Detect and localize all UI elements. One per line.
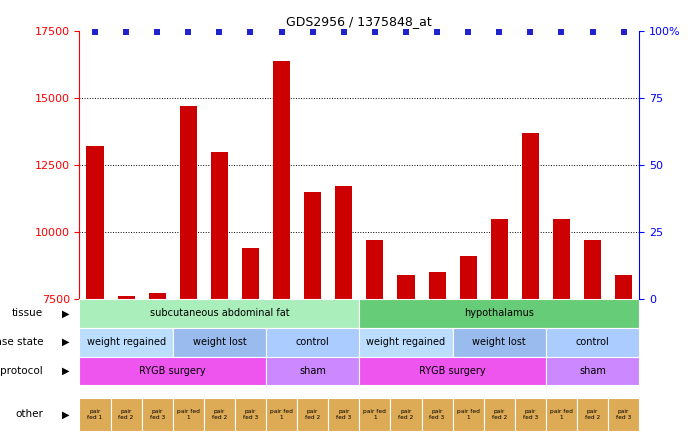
Bar [235, 398, 266, 431]
Text: hypothalamus: hypothalamus [464, 308, 534, 318]
Text: pair
fed 2: pair fed 2 [305, 409, 321, 420]
Bar [577, 398, 608, 431]
Text: pair
fed 2: pair fed 2 [398, 409, 414, 420]
Bar [359, 398, 390, 431]
Text: sham: sham [579, 366, 606, 376]
Text: pair fed
1: pair fed 1 [457, 409, 480, 420]
Bar [584, 240, 601, 299]
Text: control: control [296, 337, 330, 347]
Bar [173, 328, 266, 357]
Text: ▶: ▶ [62, 366, 69, 376]
Bar [86, 146, 104, 299]
Bar [546, 357, 639, 385]
Bar [79, 328, 173, 357]
Text: pair
fed 2: pair fed 2 [585, 409, 600, 420]
Bar [111, 398, 142, 431]
Bar [79, 299, 359, 328]
Text: pair fed
1: pair fed 1 [363, 409, 386, 420]
Bar [242, 248, 259, 299]
Text: weight regained: weight regained [86, 337, 166, 347]
Text: ▶: ▶ [62, 337, 69, 347]
Bar [428, 272, 446, 299]
Text: weight lost: weight lost [193, 337, 246, 347]
Text: disease state: disease state [0, 337, 43, 347]
Bar [453, 328, 546, 357]
Bar [297, 398, 328, 431]
Text: pair
fed 3: pair fed 3 [243, 409, 258, 420]
Text: pair
fed 3: pair fed 3 [336, 409, 352, 420]
Text: pair
fed 3: pair fed 3 [616, 409, 632, 420]
Text: pair
fed 1: pair fed 1 [88, 409, 102, 420]
Bar [79, 357, 266, 385]
Bar [359, 299, 639, 328]
Text: tissue: tissue [12, 308, 43, 318]
Text: sham: sham [299, 366, 326, 376]
Bar [546, 328, 639, 357]
Bar [422, 398, 453, 431]
Bar [397, 275, 415, 299]
Text: weight lost: weight lost [473, 337, 526, 347]
Bar [204, 398, 235, 431]
Text: pair fed
1: pair fed 1 [270, 409, 293, 420]
Bar [173, 398, 204, 431]
Bar [266, 357, 359, 385]
Bar [453, 398, 484, 431]
Text: ▶: ▶ [62, 308, 69, 318]
Bar [366, 240, 384, 299]
Bar [553, 218, 570, 299]
Text: subcutaneous abdominal fat: subcutaneous abdominal fat [149, 308, 290, 318]
Bar [117, 296, 135, 299]
Bar [79, 398, 111, 431]
Text: pair
fed 3: pair fed 3 [522, 409, 538, 420]
Title: GDS2956 / 1375848_at: GDS2956 / 1375848_at [287, 16, 432, 28]
Bar [359, 357, 546, 385]
Bar [491, 218, 508, 299]
Text: pair fed
1: pair fed 1 [550, 409, 573, 420]
Text: ▶: ▶ [62, 409, 69, 420]
Bar [335, 186, 352, 299]
Text: RYGB surgery: RYGB surgery [140, 366, 206, 376]
Text: pair
fed 2: pair fed 2 [118, 409, 134, 420]
Text: pair
fed 3: pair fed 3 [429, 409, 445, 420]
Bar [460, 256, 477, 299]
Bar [142, 398, 173, 431]
Text: pair fed
1: pair fed 1 [177, 409, 200, 420]
Text: pair
fed 2: pair fed 2 [211, 409, 227, 420]
Text: pair
fed 2: pair fed 2 [491, 409, 507, 420]
Bar [328, 398, 359, 431]
Bar [359, 328, 453, 357]
Bar [266, 398, 297, 431]
Bar [304, 192, 321, 299]
Bar [546, 398, 577, 431]
Bar [615, 275, 632, 299]
Bar [180, 106, 197, 299]
Text: RYGB surgery: RYGB surgery [419, 366, 486, 376]
Bar [484, 398, 515, 431]
Text: protocol: protocol [0, 366, 43, 376]
Bar [266, 328, 359, 357]
Bar [273, 60, 290, 299]
Bar [390, 398, 422, 431]
Bar [211, 151, 228, 299]
Bar [149, 293, 166, 299]
Text: control: control [576, 337, 609, 347]
Text: other: other [15, 409, 43, 420]
Bar [608, 398, 639, 431]
Bar [515, 398, 546, 431]
Bar [522, 133, 539, 299]
Text: weight regained: weight regained [366, 337, 446, 347]
Text: pair
fed 3: pair fed 3 [149, 409, 165, 420]
